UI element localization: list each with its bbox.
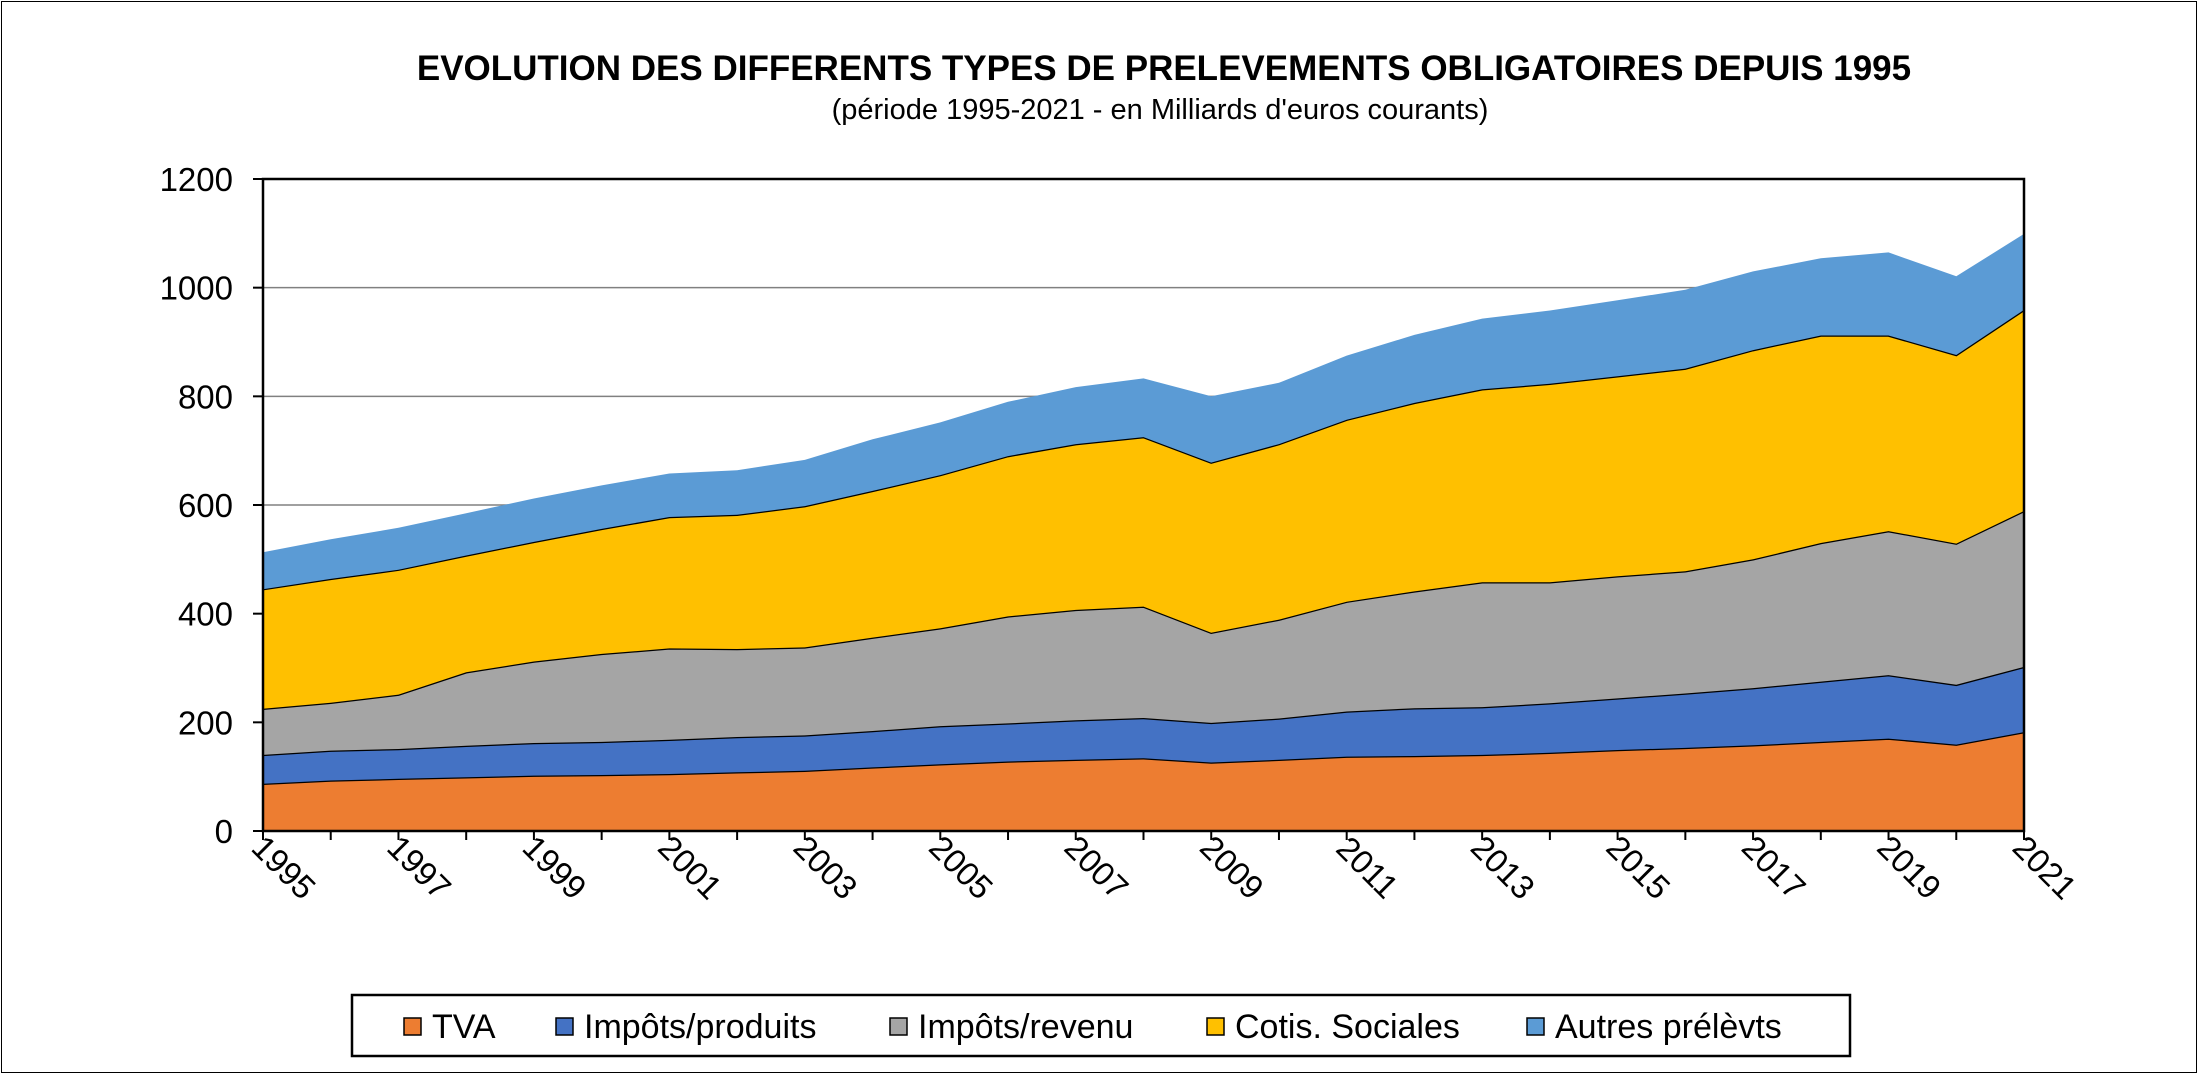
x-tick-label: 2005	[922, 828, 1000, 906]
legend-swatch	[403, 1017, 422, 1036]
x-tick-label: 2015	[1599, 828, 1677, 906]
x-tick-label: 2009	[1193, 828, 1271, 906]
x-tick-label: 1997	[380, 828, 458, 906]
x-tick-label: 1999	[516, 828, 594, 906]
x-axis: 1995 1997 1999 2001 2003 2005 2007 2009 2011 2013…	[245, 828, 2084, 906]
legend-swatch	[555, 1017, 574, 1036]
y-tick-label: 0	[215, 813, 233, 850]
x-tick-label: 2013	[1464, 828, 1542, 906]
x-tick-label: 2007	[1058, 828, 1136, 906]
area-imp-ts-revenu	[263, 511, 2024, 755]
legend-label: Autres prélèvts	[1555, 1008, 1782, 1046]
y-axis: 0 200 400 600 800 1000 1200	[160, 161, 263, 850]
legend: TVA Impôts/produits Impôts/revenu Cotis. So…	[350, 993, 1852, 1058]
x-tick-label: 2003	[787, 828, 865, 906]
legend-swatch	[1526, 1017, 1545, 1036]
legend-item: Autres prélèvts	[1526, 1008, 1782, 1046]
legend-item: TVA	[403, 1008, 496, 1046]
x-tick-label: 1995	[245, 828, 323, 906]
y-tick-label: 600	[178, 487, 233, 524]
area-tva	[263, 732, 2024, 831]
legend-label: Cotis. Sociales	[1235, 1008, 1460, 1046]
x-tick-label: 2017	[1735, 828, 1813, 906]
x-tick-label: 2021	[2006, 828, 2084, 906]
legend-swatch	[1206, 1017, 1225, 1036]
area-series-group	[262, 233, 2025, 831]
legend-swatch	[889, 1017, 908, 1036]
legend-item: Cotis. Sociales	[1206, 1008, 1460, 1046]
y-tick-label: 1200	[160, 161, 233, 198]
legend-item: Impôts/revenu	[889, 1008, 1133, 1046]
legend-label: Impôts/produits	[584, 1008, 816, 1046]
x-tick-label: 2019	[1870, 828, 1948, 906]
y-tick-label: 800	[178, 378, 233, 415]
y-tick-label: 400	[178, 596, 233, 633]
x-tick-label: 2011	[1329, 829, 1405, 905]
y-tick-label: 1000	[160, 270, 233, 307]
area-cotis-sociales	[263, 309, 2024, 709]
chart-subtitle: (période 1995-2021 - en Milliards d'euro…	[832, 94, 1489, 126]
legend-box	[350, 993, 1852, 1058]
area-imp-ts-produits	[263, 666, 2024, 784]
y-tick-label: 200	[178, 704, 233, 741]
legend-label: TVA	[432, 1008, 496, 1046]
legend-label: Impôts/revenu	[918, 1008, 1133, 1046]
area-autres-pr-l-vts	[263, 233, 2024, 590]
chart-title: EVOLUTION DES DIFFERENTS TYPES DE PRELEV…	[417, 49, 1911, 88]
legend-item: Impôts/produits	[555, 1008, 816, 1046]
x-tick-label: 2001	[651, 828, 729, 906]
